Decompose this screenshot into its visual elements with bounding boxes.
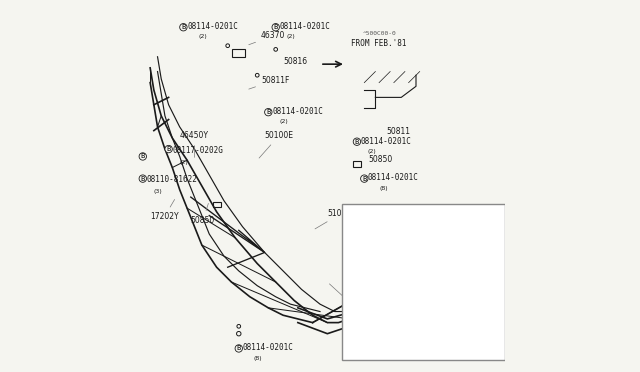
Text: ^500C00-0: ^500C00-0 [362,31,396,36]
Text: (8): (8) [379,186,388,191]
Text: 08911-2421A: 08911-2421A [387,207,437,216]
Text: 50160A: 50160A [330,284,372,314]
Text: 08110-81622: 08110-81622 [147,175,197,184]
Bar [342,205,504,359]
Text: B: B [237,346,241,352]
Text: B: B [141,176,145,182]
Text: 08915-1421A: 08915-1421A [387,232,437,241]
Text: N: N [381,209,385,215]
Text: (8): (8) [253,356,262,360]
Text: B: B [181,24,186,30]
Text: (2): (2) [280,119,288,124]
Text: (2): (2) [180,160,188,165]
Text: 08114-0201C: 08114-0201C [368,173,419,182]
Text: 17202Y: 17202Y [150,199,179,221]
Text: B: B [362,176,367,182]
Text: 50100E: 50100E [259,131,294,158]
Text: W: W [381,235,385,241]
Text: 08114-0201C: 08114-0201C [360,137,412,145]
Text: 50850: 50850 [368,155,392,164]
Text: B: B [355,139,359,145]
Text: 08114-0201C: 08114-0201C [187,22,238,31]
Text: 50811F: 50811F [249,76,289,89]
Text: FROM FEB.'81: FROM FEB.'81 [351,39,407,48]
Text: 08114-0201C: 08114-0201C [243,343,293,352]
Text: 50816: 50816 [283,57,307,66]
Text: 50811: 50811 [387,127,410,136]
Text: (3): (3) [154,189,163,195]
Text: 08117-0202G: 08117-0202G [172,146,223,155]
Text: B: B [141,154,145,160]
Text: (2): (2) [368,149,377,154]
Text: 46450Y: 46450Y [180,131,209,157]
Text: (3): (3) [397,219,406,224]
Text: (2): (2) [287,34,296,39]
Text: 46370: 46370 [249,31,285,45]
Text: (3): (3) [397,245,406,250]
Text: 50850: 50850 [191,203,215,225]
Text: B: B [166,146,171,152]
Text: B: B [273,24,278,30]
Text: 51060E: 51060E [315,209,356,229]
Text: B: B [266,109,271,115]
Text: (2): (2) [198,34,207,39]
Text: 51102: 51102 [367,260,407,269]
Text: 08114-0201C: 08114-0201C [280,22,330,31]
Text: 08114-0201C: 08114-0201C [272,107,323,116]
